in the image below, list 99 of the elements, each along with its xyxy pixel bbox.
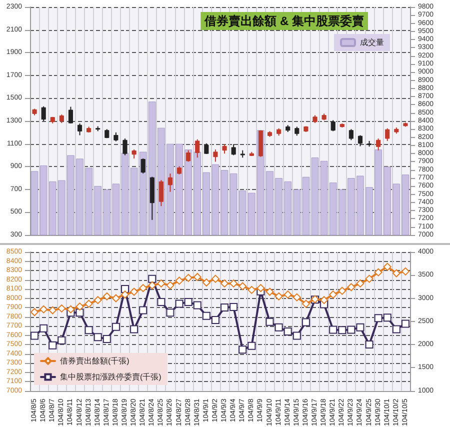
candlestick [41, 106, 46, 122]
candlestick [186, 150, 191, 162]
legend-label: 成交量 [360, 38, 384, 47]
point [184, 298, 192, 306]
point [76, 308, 84, 317]
point [202, 278, 210, 287]
point [266, 318, 274, 326]
point [40, 324, 48, 332]
point [157, 279, 166, 288]
point [175, 276, 184, 285]
point [148, 274, 156, 283]
point [76, 302, 84, 311]
candlestick [385, 128, 390, 142]
point [365, 340, 374, 348]
candlestick [222, 144, 227, 154]
point [58, 336, 66, 344]
point [193, 301, 202, 310]
text: 借券賣出餘額 & 集中股票委賣 [204, 14, 364, 28]
point [94, 296, 102, 304]
point [30, 332, 39, 340]
candlestick [195, 138, 200, 158]
point [320, 296, 328, 304]
point [148, 281, 156, 290]
point [256, 284, 265, 292]
candlestick [122, 138, 128, 156]
point [266, 288, 274, 296]
point [30, 308, 39, 316]
point [329, 326, 338, 334]
candlestick [376, 138, 381, 151]
point [220, 279, 229, 288]
point [58, 304, 66, 312]
point [302, 300, 310, 308]
point [329, 290, 338, 299]
point [374, 314, 382, 322]
point [274, 292, 283, 300]
point [347, 283, 356, 292]
candlestick [77, 122, 82, 136]
point [121, 290, 129, 299]
point [292, 332, 301, 340]
point [274, 323, 283, 332]
point [184, 274, 192, 282]
legend-label: 集中股票扣漲跌停委賣(千張) [60, 372, 162, 382]
point [112, 322, 120, 331]
candlestick [168, 173, 173, 192]
candlestick [204, 142, 209, 154]
candlestick [158, 180, 164, 207]
point [102, 334, 111, 343]
point [66, 305, 75, 314]
point [112, 294, 120, 302]
point [202, 312, 210, 320]
point [374, 268, 382, 276]
point [338, 326, 346, 334]
point [284, 328, 292, 336]
point [238, 346, 247, 354]
point [347, 326, 356, 334]
point [48, 306, 57, 314]
candlestick [330, 120, 336, 132]
point [302, 318, 310, 326]
point [157, 298, 166, 306]
candlestick [140, 158, 146, 174]
point [84, 300, 93, 308]
point [392, 325, 400, 334]
candlestick [231, 144, 236, 156]
point [139, 284, 148, 292]
point [401, 267, 410, 276]
point [130, 325, 138, 334]
point [383, 314, 392, 322]
point [48, 341, 57, 350]
point [175, 300, 184, 308]
legend-label: 借券賣出餘額(千張) [60, 356, 130, 366]
point [139, 306, 148, 314]
candlestick [213, 149, 218, 162]
point [94, 333, 102, 342]
point [292, 293, 301, 302]
point [356, 323, 364, 332]
point [248, 342, 256, 350]
candlestick [68, 106, 73, 124]
point [84, 326, 93, 334]
point [383, 262, 392, 271]
candlestick [348, 128, 354, 141]
point [220, 304, 229, 312]
point [211, 274, 220, 283]
point [338, 286, 346, 295]
point [211, 316, 220, 324]
point [284, 290, 292, 299]
point [102, 292, 111, 300]
point [230, 303, 238, 312]
point [166, 281, 174, 290]
point [401, 320, 410, 328]
point [230, 279, 238, 288]
point [130, 288, 138, 296]
point [193, 272, 202, 281]
point [356, 279, 364, 288]
point [392, 269, 400, 278]
point [238, 282, 247, 290]
point [365, 274, 374, 283]
point [248, 286, 256, 294]
point [40, 305, 48, 314]
point [166, 308, 174, 317]
